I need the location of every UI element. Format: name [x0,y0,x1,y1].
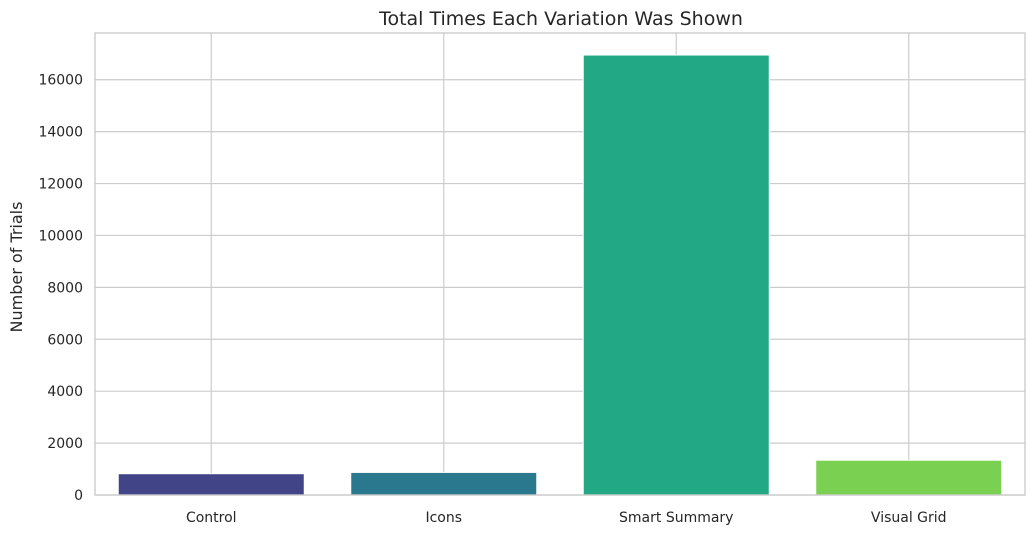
y-tick-label: 14000 [38,125,83,141]
bar-visual-grid [815,459,1003,496]
bar-icons [350,471,538,496]
y-tick-label: 8000 [47,280,83,296]
x-tick-label: Control [186,510,237,526]
gridlines [95,33,1025,496]
x-tick-label: Icons [425,510,462,526]
bar-control [117,473,305,496]
y-tick-label: 6000 [47,332,83,348]
bar-smart-summary [582,54,770,496]
y-tick-label: 10000 [38,228,83,244]
chart-title: Total Times Each Variation Was Shown [378,8,743,30]
y-tick-labels: 0 2000 4000 6000 8000 10000 12000 14000 16000 [38,73,83,504]
y-tick-label: 16000 [38,73,83,89]
bars [117,54,1003,496]
y-tick-label: 0 [74,488,83,504]
y-tick-label: 2000 [47,436,83,452]
y-axis-label: Number of Trials [7,202,26,333]
x-tick-label: Visual Grid [871,510,947,526]
y-tick-label: 12000 [38,177,83,193]
x-tick-labels: Control Icons Smart Summary Visual Grid [186,510,947,526]
plot-frame [94,32,1026,496]
x-tick-label: Smart Summary [619,510,733,526]
y-tick-label: 4000 [47,384,83,400]
